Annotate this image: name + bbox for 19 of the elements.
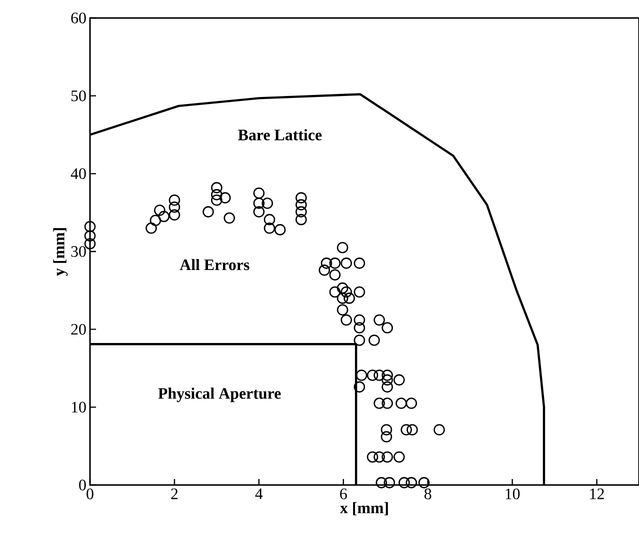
annotation: All Errors xyxy=(180,258,250,270)
y-tick-label: 0 xyxy=(79,480,86,490)
y-axis-title: y [mm] xyxy=(53,228,68,276)
x-tick-label: 10 xyxy=(506,488,520,500)
y-tick-label: 40 xyxy=(70,168,86,180)
x-tick-label: 12 xyxy=(590,488,604,500)
y-tick-label: 20 xyxy=(71,324,86,335)
annotation: Bare Lattice xyxy=(238,129,322,140)
x-tick-label: 0 xyxy=(86,488,94,500)
x-tick-label: 6 xyxy=(340,488,347,500)
x-tick-label: 2 xyxy=(171,488,178,500)
y-tick-label: 30 xyxy=(71,246,86,257)
x-tick-label: 8 xyxy=(424,488,432,500)
y-tick-label: 50 xyxy=(71,90,86,102)
y-tick-label: 10 xyxy=(72,402,86,413)
x-tick-label: 4 xyxy=(255,488,263,500)
x-axis-title: x [mm] xyxy=(340,502,388,516)
y-tick-label: 60 xyxy=(71,12,86,24)
annotation: Physical Aperture xyxy=(158,388,281,402)
